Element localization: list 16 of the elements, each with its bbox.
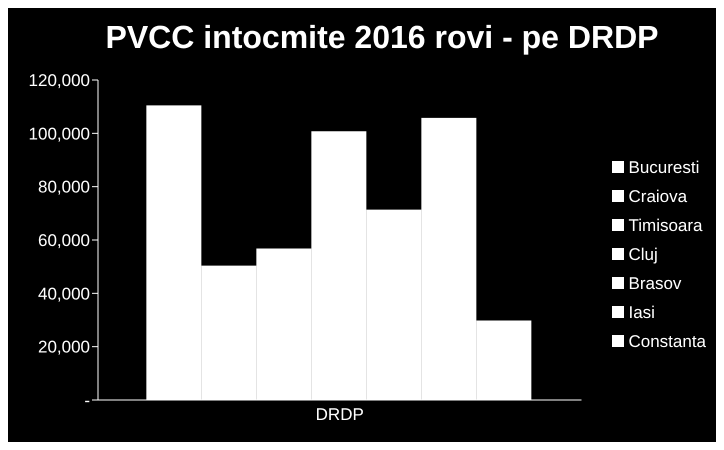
y-tick-label: 120,000	[28, 71, 90, 90]
legend-label: Timisoara	[628, 214, 702, 236]
y-tick-label: 40,000	[38, 284, 90, 304]
legend-label: Cluj	[628, 244, 658, 264]
y-tick-label: 100,000	[28, 124, 90, 144]
x-tick-label: DRDP	[316, 405, 364, 424]
legend-label: Iasi	[628, 302, 655, 322]
legend-label: Bucuresti	[628, 156, 700, 178]
y-tick-label: 60,000	[38, 231, 90, 250]
legend-label: Constanta	[628, 330, 706, 352]
chart-title: PVCC intocmite 2016 rovi - pe DRDP	[104, 18, 660, 57]
legend-label: Brasov	[628, 272, 682, 294]
legend-label: Craiova	[628, 186, 688, 206]
y-tick-label: 80,000	[38, 178, 90, 197]
y-tick-label: -	[84, 391, 90, 410]
y-tick-label: 20,000	[38, 338, 90, 357]
